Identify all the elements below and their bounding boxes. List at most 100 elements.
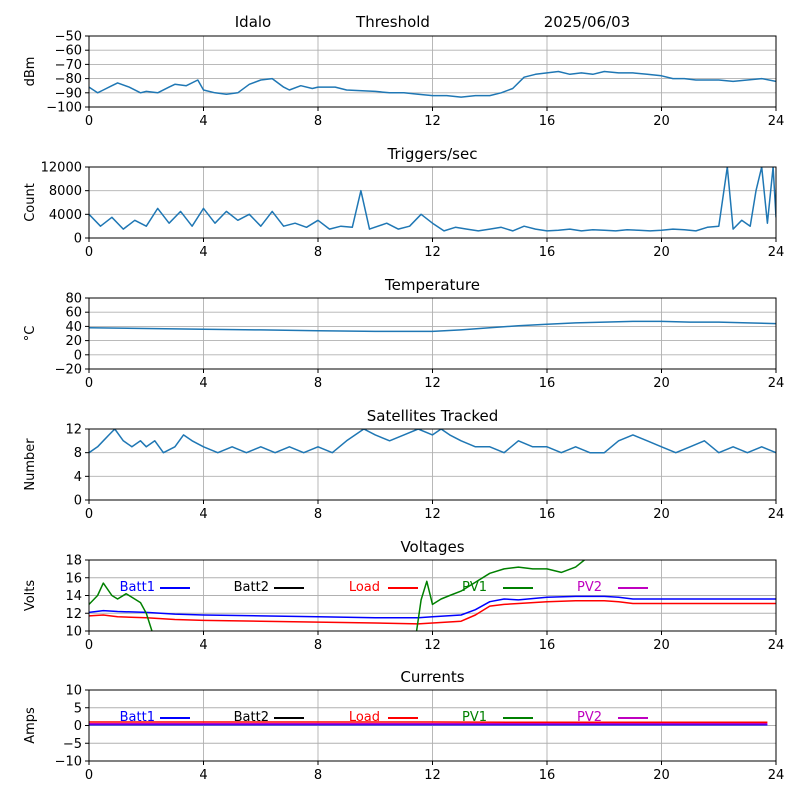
panel-1: 0 4 8 12 16 20 24 −100−90−80−70−60−50 dBm [23,30,784,130]
y-tick-label: 80 [65,292,82,307]
y-axis-label: Count [23,183,38,222]
x-tick-label: 8 [314,638,322,653]
series-line-load [89,600,776,625]
y-tick-label: 40 [65,320,82,335]
series-group [89,560,776,631]
x-tick-label: 20 [653,376,670,391]
x-tick-label: 24 [768,638,785,653]
x-tick-label: 20 [653,638,670,653]
legend-label-pv1: PV1 [462,580,487,595]
y-axis-label: Amps [23,707,38,744]
x-tick-label: 12 [424,638,441,653]
y-tick-label: −20 [55,363,82,378]
y-tick-label: 0 [74,494,82,509]
y-tick-label: −70 [55,58,82,73]
x-tick-label: 16 [539,507,556,522]
y-tick-label: −10 [55,755,82,770]
y-axis-label: Number [23,438,38,491]
series-group [89,429,776,454]
series-group [89,320,776,333]
y-tick-label: −100 [46,101,82,116]
series-line-1 [89,70,776,98]
series-line-1 [89,167,776,232]
x-tick-label: 4 [199,245,207,260]
panel-title: Triggers/sec [387,145,478,163]
legend-label-pv1: PV1 [462,710,487,725]
panel-title: Satellites Tracked [367,407,498,425]
y-axis-label: dBm [23,57,38,87]
x-tick-label: 20 [653,114,670,129]
x-tick-label: 8 [314,507,322,522]
legend-label-batt1: Batt1 [120,580,155,595]
series-group [89,167,776,232]
series-line-1 [89,429,776,454]
y-tick-label: 12 [65,607,82,622]
panel-title: Voltages [400,538,464,556]
x-tick-label: 12 [424,507,441,522]
x-tick-label: 4 [199,114,207,129]
y-tick-label: 8 [74,446,82,461]
series-group [89,70,776,98]
y-tick-label: 4 [74,470,82,485]
y-tick-label: −90 [55,86,82,101]
y-tick-label: 10 [65,684,82,699]
panel-4: 0 4 8 12 16 20 24 0 4 8 12 Satellites Tracked Number [23,407,784,522]
x-tick-label: 12 [424,245,441,260]
y-tick-label: 10 [65,625,82,640]
x-tick-label: 16 [539,245,556,260]
x-tick-label: 0 [85,114,93,129]
x-tick-label: 8 [314,376,322,391]
y-tick-label: 12000 [41,161,82,176]
x-tick-label: 8 [314,245,322,260]
legend-label-pv2: PV2 [577,710,602,725]
x-tick-label: 16 [539,768,556,783]
y-tick-label: −50 [55,30,82,45]
panel-2: 0 4 8 12 16 20 24 0 4000 8000 12000 Triggers/sec Cou… [23,145,784,260]
y-tick-label: −80 [55,72,82,87]
y-axis-label: °C [23,326,38,342]
x-tick-label: 24 [768,376,785,391]
x-tick-label: 0 [85,638,93,653]
y-tick-label: 14 [65,589,82,604]
panel-title: Currents [400,668,464,686]
panel-5: 0 4 8 12 16 20 24 10 12 14 16 18 Voltages Volts Batt1 B… [23,538,784,653]
y-tick-label: 0 [74,719,82,734]
series-group [89,721,768,726]
x-tick-label: 4 [199,376,207,391]
x-tick-label: 20 [653,507,670,522]
legend-label-batt1: Batt1 [120,710,155,725]
y-tick-label: −60 [55,44,82,59]
y-tick-label: −5 [63,737,82,752]
series-line-batt1 [89,595,776,619]
y-tick-label: 0 [74,348,82,363]
x-tick-label: 12 [424,768,441,783]
x-tick-label: 4 [199,507,207,522]
y-tick-label: 20 [65,334,82,349]
y-tick-label: 18 [65,554,82,569]
y-tick-label: 12 [65,423,82,438]
legend-label-batt2: Batt2 [234,710,269,725]
y-axis-label: Volts [23,580,38,612]
y-tick-label: 4000 [49,208,82,223]
x-tick-label: 4 [199,638,207,653]
x-tick-label: 20 [653,245,670,260]
x-tick-label: 16 [539,376,556,391]
x-tick-label: 20 [653,768,670,783]
x-tick-label: 0 [85,245,93,260]
legend-label-load: Load [349,580,380,595]
x-tick-label: 24 [768,114,785,129]
x-tick-label: 12 [424,114,441,129]
x-tick-label: 8 [314,768,322,783]
legend-label-batt2: Batt2 [234,580,269,595]
series-line-1 [89,320,776,333]
figure-header: Idalo Threshold 2025/06/03 [235,13,630,31]
x-tick-label: 24 [768,768,785,783]
x-tick-label: 0 [85,507,93,522]
y-tick-label: 60 [65,306,82,321]
x-tick-label: 24 [768,507,785,522]
site-name: Idalo [235,13,271,31]
x-tick-label: 16 [539,638,556,653]
